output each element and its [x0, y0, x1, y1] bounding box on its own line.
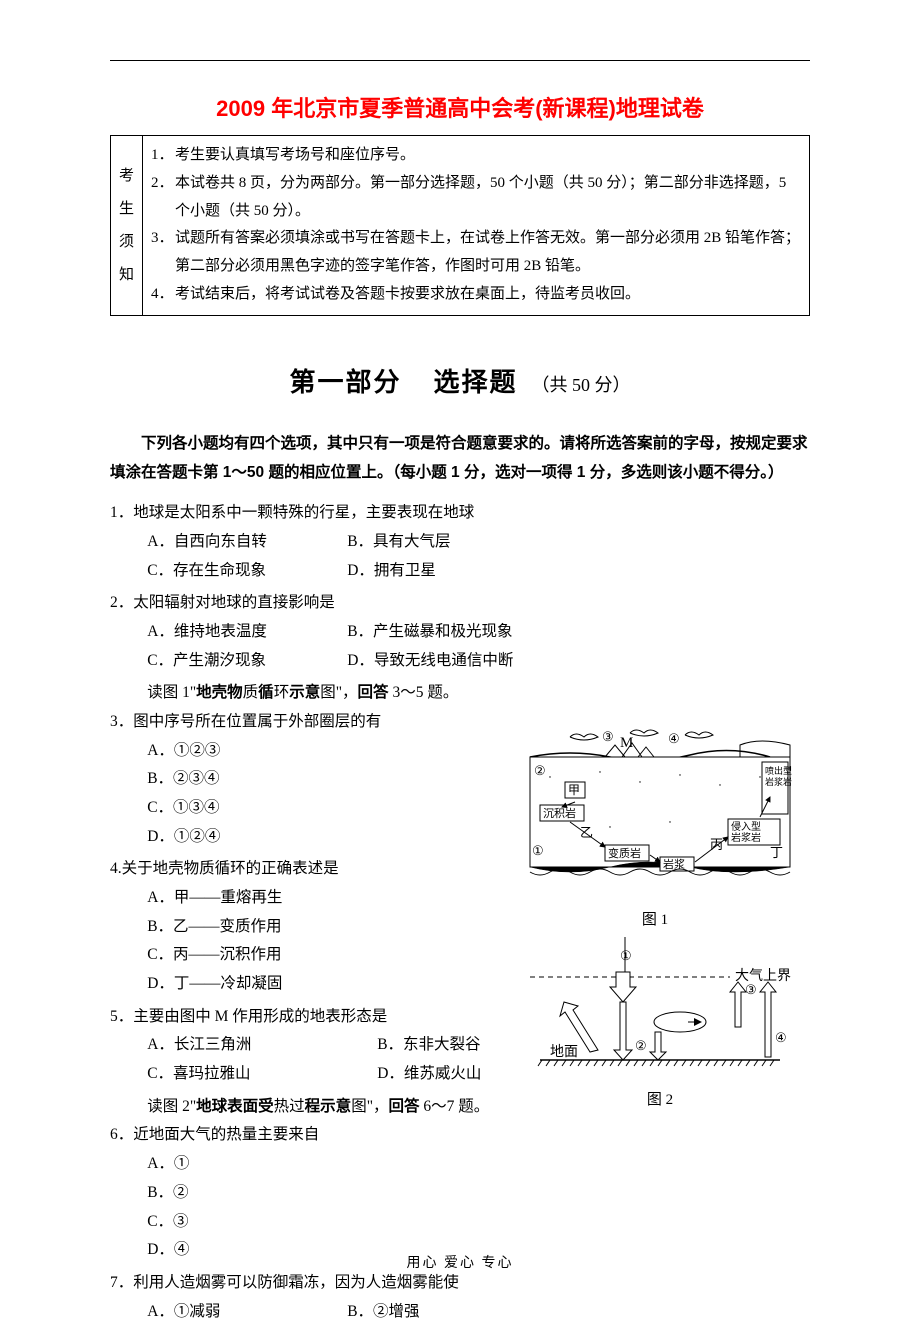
svg-text:沉积岩: 沉积岩 — [543, 806, 576, 820]
svg-text:岩浆岩: 岩浆岩 — [765, 776, 792, 787]
notice-table: 考生须知 1．考生要认真填写考场号和座位序号。 2．本试卷共 8 页，分为两部分… — [110, 135, 810, 316]
section-score: （共 50 分） — [532, 375, 631, 395]
figure-1: ③ M ④ ② 甲 沉积岩 乙 ① 变质岩 — [510, 727, 800, 929]
svg-text:变质岩: 变质岩 — [608, 846, 641, 860]
section-part: 第一部分 — [289, 367, 401, 397]
svg-text:④: ④ — [668, 731, 680, 746]
crust-cycle-diagram: ③ M ④ ② 甲 沉积岩 乙 ① 变质岩 — [510, 727, 800, 897]
page-footer: 用心 爱心 专心 — [0, 1252, 920, 1272]
question-6: 6．近地面大气的热量主要来自 A．① B．② C．③ D．④ — [110, 1121, 810, 1264]
notice-body: 1．考生要认真填写考场号和座位序号。 2．本试卷共 8 页，分为两部分。第一部分… — [143, 136, 810, 316]
svg-text:③: ③ — [745, 982, 757, 997]
question-1: 1．地球是太阳系中一颗特殊的行星，主要表现在地球 A．自西向东自转 B．具有大气… — [110, 499, 810, 585]
svg-text:侵入型: 侵入型 — [731, 820, 761, 833]
svg-text:②: ② — [534, 763, 546, 778]
svg-text:乙: 乙 — [580, 825, 593, 840]
question-7: 7．利用人造烟雾可以防御霜冻，因为人造烟雾能使 A．①减弱 B．②增强 — [110, 1269, 810, 1326]
top-rule — [110, 60, 810, 61]
svg-text:喷出型: 喷出型 — [765, 765, 792, 776]
svg-text:④: ④ — [775, 1030, 787, 1045]
svg-text:岩浆岩: 岩浆岩 — [731, 831, 761, 844]
figure-2: 大气上界 地面 ① — [520, 932, 800, 1109]
notice-label: 考生须知 — [111, 136, 143, 316]
heat-process-diagram: 大气上界 地面 ① — [520, 932, 800, 1077]
svg-text:地面: 地面 — [550, 1044, 578, 1060]
svg-text:丁: 丁 — [770, 845, 783, 860]
svg-text:大气上界: 大气上界 — [735, 968, 791, 984]
figure-2-caption: 图 2 — [520, 1088, 800, 1109]
section-heading: 第一部分 选择题 （共 50 分） — [110, 362, 810, 399]
question-2: 2．太阳辐射对地球的直接影响是 A．维持地表温度 B．产生磁暴和极光现象 C．产… — [110, 589, 810, 675]
svg-text:甲: 甲 — [568, 783, 580, 797]
figure-1-caption: 图 1 — [510, 908, 800, 929]
exam-title: 2009 年北京市夏季普通高中会考(新课程)地理试卷 — [110, 91, 810, 123]
svg-text:③: ③ — [602, 729, 614, 744]
read-figure-1: 读图 1"地壳物质循环示意图"，回答 3～5 题。 — [110, 679, 810, 708]
instructions: 下列各小题均有四个选项，其中只有一项是符合题意要求的。请将所选答案前的字母，按规… — [110, 429, 810, 488]
svg-text:M: M — [620, 735, 633, 751]
section-name: 选择题 — [434, 367, 518, 397]
svg-text:①: ① — [620, 948, 632, 963]
svg-text:①: ① — [532, 843, 544, 858]
svg-text:②: ② — [635, 1038, 647, 1053]
